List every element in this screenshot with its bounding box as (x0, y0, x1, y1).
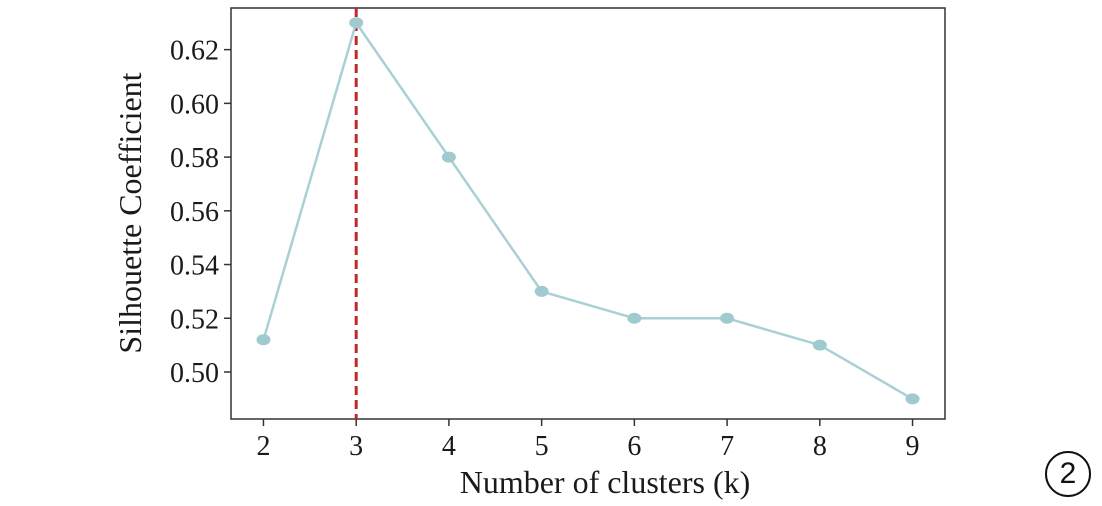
y-tick-label: 0.54 (170, 251, 219, 282)
data-points (256, 17, 920, 405)
data-point (905, 393, 920, 405)
x-tick-label: 2 (256, 431, 270, 462)
y-tick-label: 0.58 (170, 143, 219, 174)
y-axis-ticks: 0.50 0.52 0.54 0.56 0.58 0.60 0.62 (170, 36, 231, 389)
y-tick-label: 0.50 (170, 358, 219, 389)
y-tick-label: 0.56 (170, 197, 219, 228)
data-point (441, 151, 456, 163)
x-tick-label: 5 (535, 431, 549, 462)
x-tick-label: 9 (906, 431, 920, 462)
x-axis-label: Number of clusters (k) (460, 464, 751, 500)
x-tick-label: 7 (720, 431, 734, 462)
x-tick-label: 4 (442, 431, 456, 462)
series-line (262, 19, 914, 400)
data-point (627, 312, 642, 324)
data-point (534, 285, 549, 297)
data-point (720, 312, 735, 324)
y-axis-label: Silhouette Coefficient (112, 72, 148, 353)
panel-number-badge: 2 (1045, 451, 1091, 497)
data-point (812, 339, 827, 351)
x-axis-ticks: 2 3 4 5 6 7 8 9 (256, 419, 920, 462)
data-point (349, 17, 364, 29)
x-tick-label: 6 (627, 431, 641, 462)
x-tick-label: 3 (349, 431, 363, 462)
y-tick-label: 0.62 (170, 36, 219, 67)
y-tick-label: 0.52 (170, 304, 219, 335)
x-tick-label: 8 (813, 431, 827, 462)
plot-frame (230, 7, 946, 420)
y-tick-label: 0.60 (170, 89, 219, 120)
data-point (256, 334, 271, 346)
